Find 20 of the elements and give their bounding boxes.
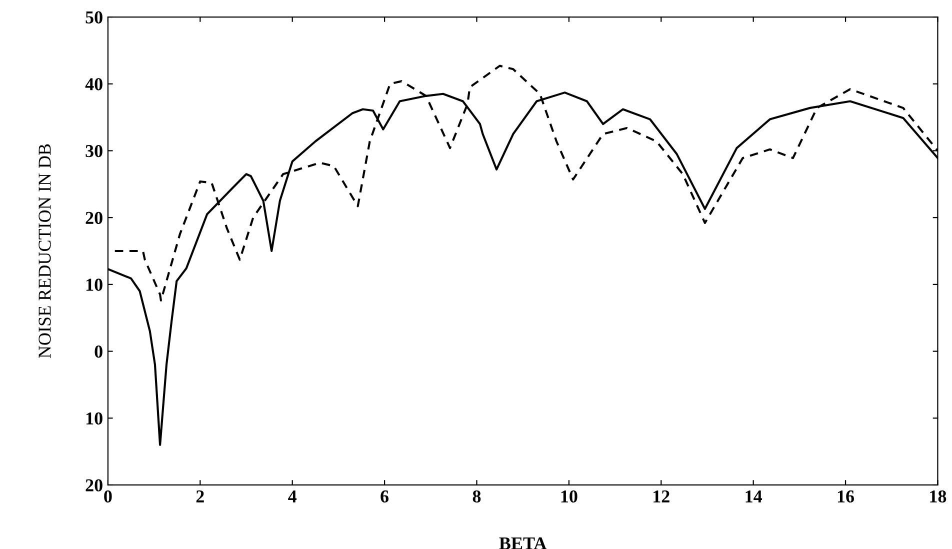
y-tick-label: 20 (86, 212, 102, 224)
y-tick-label: 10 (86, 278, 102, 291)
x-tick-label: 4 (288, 490, 297, 502)
x-tick-label: 14 (746, 490, 762, 502)
x-tick-label: 0 (104, 490, 112, 503)
y-tick-label: 20 (86, 479, 102, 492)
x-tick-label: 10 (561, 490, 578, 503)
y-tick-label: 50 (86, 11, 102, 24)
x-tick-label: 18 (930, 490, 946, 503)
x-tick-label: 6 (380, 490, 389, 503)
y-tick-label: 10 (86, 412, 102, 425)
y-axis-title: NOISE REDUCTION IN DB (38, 144, 51, 358)
x-tick-label: 16 (838, 490, 854, 503)
y-tick-label: 40 (85, 78, 102, 90)
x-axis-title: BETA (499, 537, 547, 549)
x-tick-label: 2 (196, 490, 204, 502)
x-tick-label: 8 (472, 490, 481, 503)
y-tick-label: 30 (86, 144, 102, 158)
x-tick-label: 12 (654, 490, 670, 502)
y-tick-label: 0 (94, 346, 102, 358)
